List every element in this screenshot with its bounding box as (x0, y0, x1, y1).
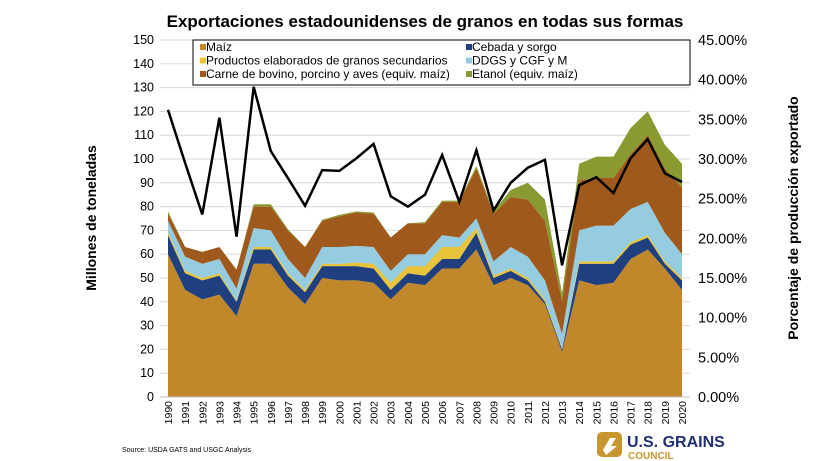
x-tick-label: 2004 (403, 401, 415, 425)
legend-label: Cebada y sorgo (472, 40, 557, 54)
y2-tick-label: 20.00% (698, 231, 747, 247)
x-tick-label: 2019 (660, 401, 672, 425)
y-tick-label: 40 (140, 295, 154, 309)
area-ma-z (168, 249, 682, 397)
logo-glyph-icon (603, 438, 617, 455)
y-tick-label: 130 (133, 81, 154, 95)
x-tick-label: 2005 (420, 401, 432, 425)
x-tick-label: 1994 (232, 401, 244, 425)
x-tick-label: 2007 (454, 401, 466, 425)
legend-swatch (466, 44, 472, 50)
x-tick-label: 2013 (557, 401, 569, 425)
line-series (166, 86, 683, 266)
y2-tick-label: 0.00% (698, 390, 739, 406)
y-tick-label: 100 (133, 152, 154, 166)
x-tick-label: 1999 (317, 401, 329, 425)
x-tick-label: 1996 (266, 401, 278, 425)
y2-tick-label: 25.00% (698, 192, 747, 208)
y-tick-label: 150 (133, 33, 154, 47)
y-tick-label: 50 (140, 271, 154, 285)
x-tick-label: 1993 (214, 401, 226, 425)
logo-text: U.S. GRAINS (627, 434, 725, 451)
y-tick-label: 120 (133, 104, 154, 118)
area-etanol-equiv-ma-z- (168, 111, 682, 301)
x-tick-label: 2020 (677, 401, 689, 425)
x-tick-label: 2012 (540, 401, 552, 425)
y-tick-label: 60 (140, 247, 154, 261)
y-tick-label: 90 (140, 176, 154, 190)
area-ddgs-y-cgf-y-m (168, 201, 682, 349)
x-tick-label: 1997 (283, 401, 295, 425)
x-tick-label: 2017 (626, 401, 638, 425)
y2-tick-label: 15.00% (698, 271, 747, 287)
x-axis: 1990 1991 1992 1993 1994 1995 1996 1997 1998 1999… (160, 396, 690, 425)
y2-tick-label: 45.00% (698, 33, 747, 49)
area-carne-de-bovino-porcino-y-aves-equiv-ma-z- (168, 135, 682, 334)
y-axis-right: 0.00% 5.00% 10.00% 15.00% 20.00% 25.00% 30.00%… (698, 33, 747, 406)
x-tick-label: 2016 (608, 401, 620, 425)
x-tick-label: 1990 (163, 401, 175, 425)
y2-tick-label: 35.00% (698, 112, 747, 128)
x-tick-label: 1991 (180, 401, 192, 425)
source-note: Source: USDA GATS and USGC Analysis (122, 447, 252, 454)
legend-swatch (200, 57, 206, 64)
legend: Maíz Cebada y sorgo Productos elaborados d… (192, 39, 691, 86)
x-tick-label: 2000 (334, 401, 346, 425)
legend-label: Maíz (206, 40, 232, 54)
chart-title: Exportaciones estadounidenses de granos … (167, 12, 684, 31)
y-tick-label: 20 (140, 342, 154, 356)
x-tick-label: 1992 (197, 401, 209, 425)
x-tick-label: 1998 (300, 401, 312, 425)
x-tick-label: 2009 (489, 401, 501, 425)
y-tick-label: 30 (140, 319, 154, 333)
y2-tick-label: 30.00% (698, 152, 747, 168)
legend-swatch (466, 71, 472, 77)
y-tick-label: 10 (140, 366, 154, 380)
x-tick-label: 2008 (471, 401, 483, 425)
legend-swatch (200, 44, 206, 50)
y2-axis-label: Porcentaje de producción exportado (785, 96, 801, 340)
legend-swatch (200, 71, 206, 77)
x-tick-label: 2015 (591, 401, 603, 425)
x-tick-label: 2003 (386, 401, 398, 425)
y2-tick-label: 5.00% (698, 350, 739, 366)
logo: U.S. GRAINS COUNCIL (597, 432, 725, 461)
legend-label: Productos elaborados de granos secundari… (206, 54, 448, 68)
x-tick-label: 2018 (643, 401, 655, 425)
x-tick-label: 2002 (369, 401, 381, 425)
x-tick-label: 1995 (249, 401, 261, 425)
y2-tick-label: 10.00% (698, 311, 747, 327)
legend-box (192, 39, 691, 86)
legend-label: Etanol (equiv. maíz) (472, 67, 578, 81)
y2-tick-label: 40.00% (698, 73, 747, 89)
y-tick-label: 70 (140, 223, 154, 237)
legend-swatch (466, 57, 472, 64)
area-series (168, 111, 682, 397)
x-tick-label: 2006 (437, 401, 449, 425)
legend-label: Carne de bovino, porcino y aves (equiv. … (206, 67, 450, 81)
logo-subtext: COUNCIL (628, 451, 674, 461)
x-tick-label: 2010 (506, 401, 518, 425)
x-tick-label: 2014 (574, 401, 586, 425)
x-tick-label: 2001 (351, 401, 363, 425)
y-tick-label: 140 (133, 57, 154, 71)
y-tick-label: 0 (147, 390, 154, 404)
x-tick-label: 2011 (523, 401, 535, 424)
y-tick-label: 110 (134, 128, 154, 142)
legend-label: DDGS y CGF y M (472, 54, 567, 68)
y-axis-left: 0 10 20 30 40 50 60 70 80 90 100 110 120 130 140 150 (133, 33, 154, 404)
y-tick-label: 80 (140, 200, 154, 214)
y-axis-label: Millones de toneladas (83, 145, 99, 291)
